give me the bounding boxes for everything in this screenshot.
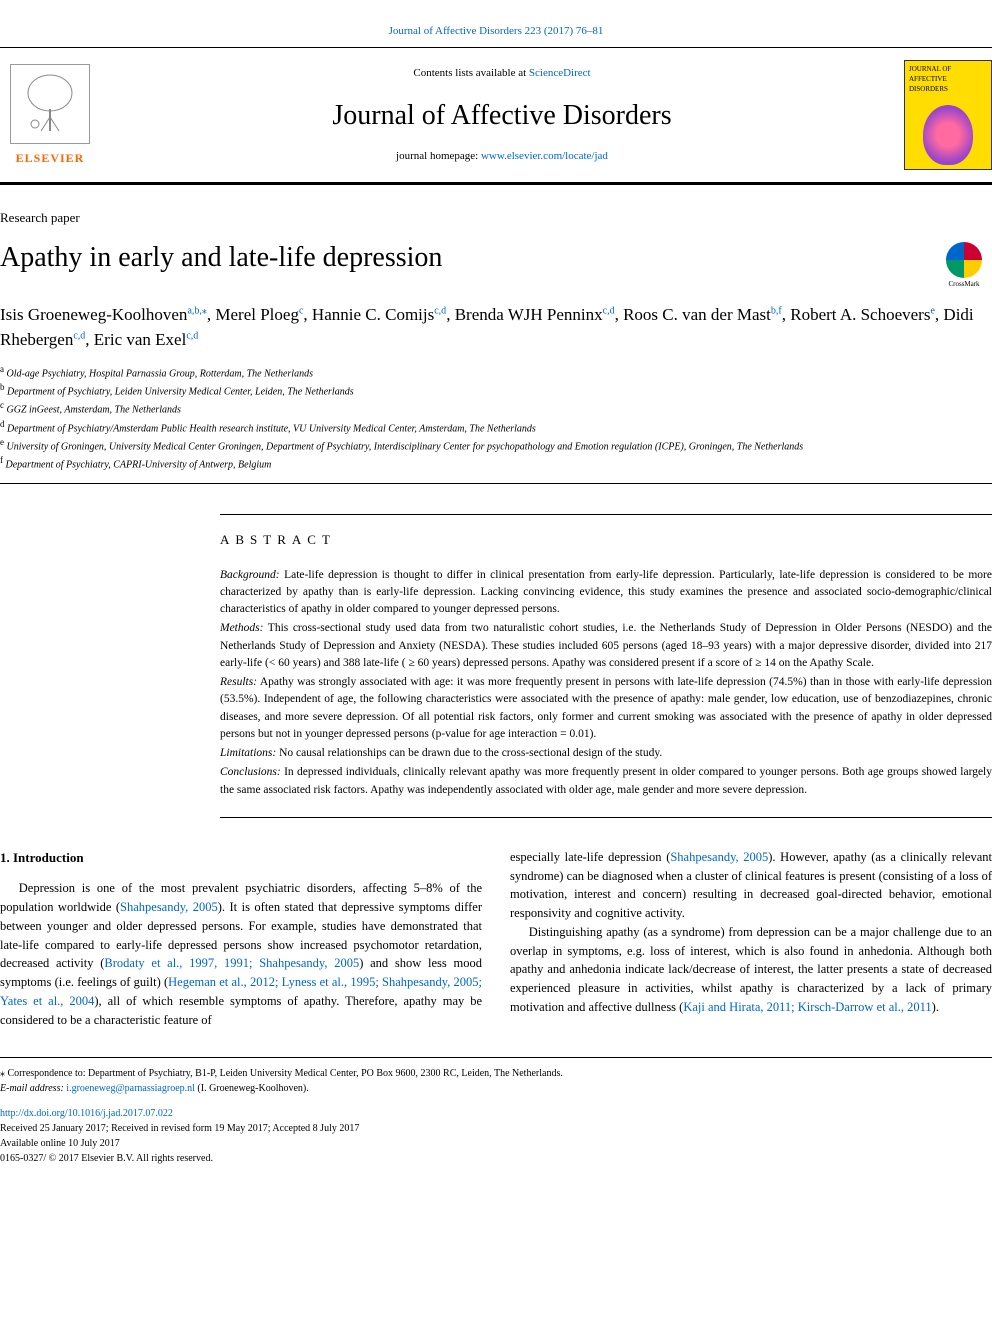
author-affil-sup[interactable]: a,b,⁎	[187, 305, 206, 316]
masthead-center: Contents lists available at ScienceDirec…	[116, 66, 888, 164]
affiliation-line: b Department of Psychiatry, Leiden Unive…	[0, 381, 992, 399]
doi-link[interactable]: http://dx.doi.org/10.1016/j.jad.2017.07.…	[0, 1108, 173, 1119]
text-span: ).	[932, 1000, 939, 1014]
abstract-body: Background: Late-life depression is thou…	[220, 567, 992, 799]
contents-available: Contents lists available at ScienceDirec…	[116, 66, 888, 81]
masthead: ELSEVIER Contents lists available at Sci…	[0, 47, 992, 185]
correspondence-line: ⁎ Correspondence to: Department of Psych…	[0, 1066, 992, 1081]
ref-link[interactable]: Kaji and Hirata, 2011; Kirsch-Darrow et …	[683, 1000, 931, 1014]
abstract-heading: ABSTRACT	[220, 531, 992, 549]
affiliation-line: c GGZ inGeest, Amsterdam, The Netherland…	[0, 399, 992, 417]
author-affil-sup[interactable]: c,d	[186, 330, 198, 341]
ref-link[interactable]: Brodaty et al., 1997, 1991; Shahpesandy,…	[104, 956, 359, 970]
abstract-paragraph: Results: Apathy was strongly associated …	[220, 674, 992, 743]
author-affil-sup[interactable]: c,d	[73, 330, 85, 341]
crossmark-label: CrossMark	[948, 280, 979, 290]
affiliation-line: d Department of Psychiatry/Amsterdam Pub…	[0, 418, 992, 436]
journal-cover-thumbnail: JOURNAL OF AFFECTIVE DISORDERS	[904, 60, 992, 170]
affiliation-line: f Department of Psychiatry, CAPRI-Univer…	[0, 454, 992, 472]
email-link[interactable]: i.groeneweg@parnassiagroep.nl	[66, 1083, 195, 1094]
body-columns: 1. Introduction Depression is one of the…	[0, 848, 992, 1030]
corr-text: Department of Psychiatry, B1-P, Leiden U…	[88, 1068, 563, 1079]
author-affil-sup[interactable]: c,d	[434, 305, 446, 316]
affiliation-line: a Old-age Psychiatry, Hospital Parnassia…	[0, 363, 992, 381]
email-suffix: (I. Groeneweg-Koolhoven).	[197, 1083, 308, 1094]
corr-label: ⁎ Correspondence to:	[0, 1068, 86, 1079]
homepage-prefix: journal homepage:	[396, 150, 481, 162]
footer-divider	[0, 1057, 992, 1058]
abstract-section: ABSTRACT Background: Late-life depressio…	[220, 514, 992, 818]
intro-heading: 1. Introduction	[0, 848, 482, 868]
journal-homepage: journal homepage: www.elsevier.com/locat…	[116, 149, 888, 164]
author-affil-sup[interactable]: b,f	[771, 305, 782, 316]
received-line: Received 25 January 2017; Received in re…	[0, 1121, 992, 1136]
body-column-right: especially late-life depression (Shahpes…	[510, 848, 992, 1030]
sciencedirect-link[interactable]: ScienceDirect	[529, 67, 591, 79]
citation-link[interactable]: Journal of Affective Disorders 223 (2017…	[389, 25, 604, 37]
homepage-link[interactable]: www.elsevier.com/locate/jad	[481, 150, 608, 162]
intro-paragraph-1: Depression is one of the most prevalent …	[0, 879, 482, 1029]
elsevier-wordmark: ELSEVIER	[16, 150, 85, 167]
email-label: E-mail address:	[0, 1083, 64, 1094]
body-column-left: 1. Introduction Depression is one of the…	[0, 848, 482, 1030]
author: Merel Ploeg	[215, 305, 299, 324]
ref-link[interactable]: Shahpesandy, 2005	[670, 850, 768, 864]
elsevier-tree-icon	[10, 64, 90, 144]
available-line: Available online 10 July 2017	[0, 1136, 992, 1151]
correspondence-block: ⁎ Correspondence to: Department of Psych…	[0, 1066, 992, 1096]
contents-prefix: Contents lists available at	[413, 67, 528, 79]
author-affil-sup[interactable]: e	[930, 305, 934, 316]
authors-block: Isis Groeneweg-Koolhovena,b,⁎, Merel Plo…	[0, 302, 992, 353]
abstract-paragraph: Conclusions: In depressed individuals, c…	[220, 764, 992, 799]
article-title: Apathy in early and late-life depression	[0, 238, 442, 277]
copyright-line: 0165-0327/ © 2017 Elsevier B.V. All righ…	[0, 1151, 992, 1166]
author-affil-sup[interactable]: c	[299, 305, 303, 316]
affiliations-block: a Old-age Psychiatry, Hospital Parnassia…	[0, 363, 992, 484]
author: Brenda WJH Penninx	[455, 305, 603, 324]
author: Isis Groeneweg-Koolhoven	[0, 305, 187, 324]
doi-block: http://dx.doi.org/10.1016/j.jad.2017.07.…	[0, 1106, 992, 1166]
email-line: E-mail address: i.groeneweg@parnassiagro…	[0, 1081, 992, 1096]
abstract-paragraph: Background: Late-life depression is thou…	[220, 567, 992, 619]
abstract-paragraph: Limitations: No causal relationships can…	[220, 745, 992, 762]
intro-paragraph-2: Distinguishing apathy (as a syndrome) fr…	[510, 923, 992, 1017]
ref-link[interactable]: Shahpesandy, 2005	[120, 900, 218, 914]
cover-brain-icon	[923, 105, 973, 165]
journal-title: Journal of Affective Disorders	[116, 96, 888, 135]
crossmark-badge[interactable]: CrossMark	[936, 238, 992, 294]
author: Eric van Exel	[94, 330, 187, 349]
author: Hannie C. Comijs	[312, 305, 434, 324]
cover-title-text: JOURNAL OF AFFECTIVE DISORDERS	[909, 65, 987, 94]
elsevier-logo: ELSEVIER	[0, 60, 100, 170]
author: Roos C. van der Mast	[623, 305, 771, 324]
abstract-paragraph: Methods: This cross-sectional study used…	[220, 620, 992, 672]
author-affil-sup[interactable]: c,d	[603, 305, 615, 316]
author: Robert A. Schoevers	[790, 305, 930, 324]
crossmark-icon	[946, 242, 982, 278]
text-span: especially late-life depression (	[510, 850, 670, 864]
affiliation-line: e University of Groningen, University Me…	[0, 436, 992, 454]
running-header: Journal of Affective Disorders 223 (2017…	[0, 0, 992, 47]
article-type: Research paper	[0, 209, 992, 227]
intro-paragraph-1-cont: especially late-life depression (Shahpes…	[510, 848, 992, 923]
